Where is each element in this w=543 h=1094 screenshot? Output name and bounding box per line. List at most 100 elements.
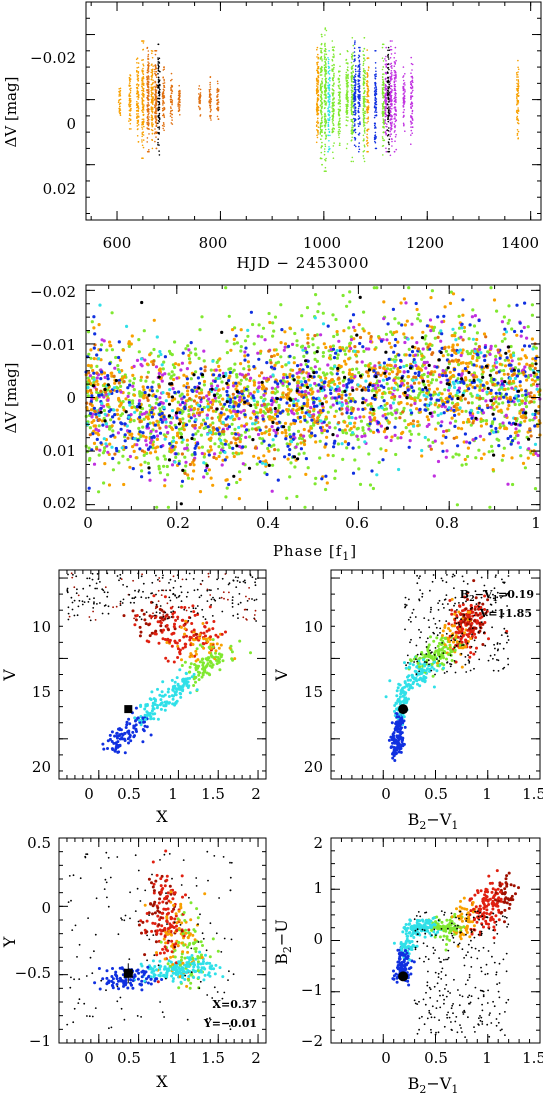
phase-point [243,354,247,358]
lightcurve-point [169,112,172,115]
lightcurve-point [136,96,138,98]
lightcurve-point [170,107,172,110]
phase-point [222,412,226,416]
lightcurve-point [320,109,323,112]
lightcurve-point [319,71,322,74]
lightcurve-point [324,143,326,146]
lightcurve-point [316,104,319,107]
phase-point [451,343,455,347]
phase-point [225,478,229,482]
phase-point [295,411,299,415]
phase-point [291,368,295,372]
phase-point [102,449,106,453]
lightcurve-point [516,134,519,136]
lightcurve-point [320,33,323,36]
phase-point [416,317,420,321]
lightcurve-point [146,109,149,112]
lightcurve-point [333,66,335,69]
phase-point [141,425,145,429]
lightcurve-point [338,94,340,96]
lightcurve-point [163,78,165,81]
lightcurve-point [146,75,148,78]
lightcurve-point [317,83,319,86]
lightcurve-point [137,93,140,96]
phase-point [186,389,190,393]
lightcurve-point [162,88,165,91]
phase-point [405,402,409,406]
lightcurve-point [517,110,520,112]
lightcurve-point [162,82,164,85]
phase-point [517,362,521,366]
lightcurve-point [332,53,335,55]
lightcurve-point [329,94,331,97]
lightcurve-point [384,118,386,121]
lightcurve-point [142,67,144,70]
lightcurve-frame [85,1,542,221]
phase-point [475,358,479,363]
lightcurve-point [154,53,157,56]
lightcurve-point [394,71,396,74]
lightcurve-point [142,96,145,98]
lightcurve-point [374,94,376,96]
lightcurve-point [390,91,393,94]
lightcurve-point [155,122,158,125]
phase-point [232,337,236,341]
phase-point [252,390,256,394]
lightcurve-point [154,132,156,135]
phase-point [479,456,484,461]
phase-point [348,368,352,372]
lightcurve-point [331,70,334,72]
lightcurve-point [130,109,132,111]
phase-point [111,429,115,433]
lightcurve-point [339,100,341,103]
lightcurve-point [118,103,121,105]
lightcurve-point [394,70,397,73]
lightcurve-point [338,110,340,112]
lightcurve-point [210,119,212,121]
lightcurve-point [346,68,349,71]
lightcurve-point [403,94,406,97]
phase-point [510,327,514,331]
lightcurve-point [118,88,120,90]
lightcurve-point [351,156,354,159]
phase-point [111,468,115,472]
lightcurve-point [315,141,318,144]
lightcurve-point [141,59,143,61]
lightcurve-point [389,118,392,121]
lightcurve-point [141,97,143,99]
lightcurve-point [169,115,172,117]
phase-point [239,378,243,382]
phase-point [285,496,289,500]
phase-point [417,381,421,385]
lightcurve-point [141,135,143,138]
phase-point [177,407,181,411]
phase-point [182,428,186,432]
lightcurve-point [332,157,335,159]
lightcurve-point [319,99,322,102]
lightcurve-point [146,123,149,125]
lightcurve-point [404,73,406,75]
lightcurve-point [354,75,356,77]
phase-point [97,490,101,494]
lightcurve-point [158,112,161,115]
lightcurve-point [142,48,145,51]
phase-point [348,300,352,304]
lightcurve-point [170,72,173,75]
lightcurve-point [217,90,220,92]
lightcurve-point [157,122,159,125]
phase-point [436,421,440,425]
phase-point [343,440,347,444]
lightcurve-point [327,70,330,73]
lightcurve-point [155,112,158,115]
phase-point [200,315,204,319]
lightcurve-point [347,73,349,76]
lightcurve-point [393,61,396,63]
lightcurve-point [208,99,211,101]
lightcurve-point [216,91,218,93]
phase-point [289,461,293,465]
lightcurve-point [316,111,318,113]
phase-point [257,374,262,378]
phase-point [102,408,106,413]
lightcurve-point [332,68,335,70]
lightcurve-point [339,65,341,68]
